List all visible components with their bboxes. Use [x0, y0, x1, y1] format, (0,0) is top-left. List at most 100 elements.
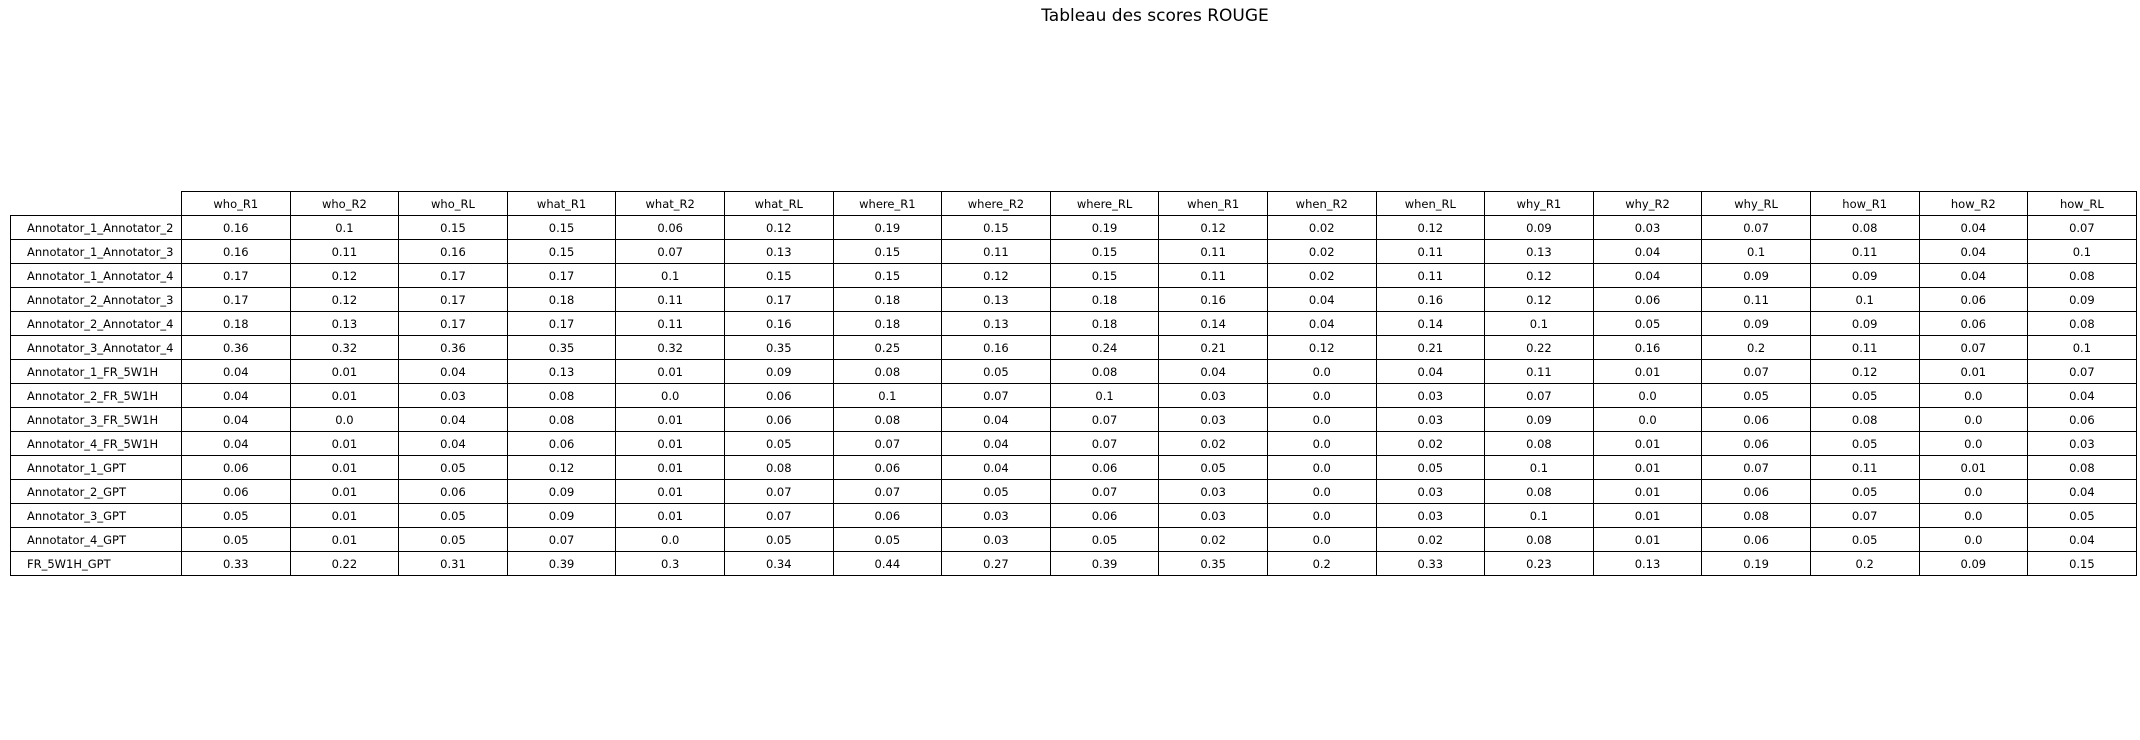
table-cell: 0.36 — [398, 335, 508, 360]
table-cell: 0.05 — [1809, 431, 1920, 456]
table-cell: 0.03 — [1375, 503, 1486, 528]
table-cell: 0.03 — [398, 383, 508, 408]
table-cell: 0.03 — [1158, 383, 1268, 408]
table-cell: 0.05 — [1809, 527, 1920, 552]
row-label: Annotator_2_Annotator_3 — [10, 287, 182, 312]
table-cell: 0.11 — [615, 287, 725, 312]
table-cell: 0.1 — [1701, 239, 1811, 264]
column-header: how_R1 — [1809, 191, 1920, 216]
table-cell: 0.01 — [615, 359, 725, 384]
table-cell: 0.03 — [1158, 479, 1268, 504]
table-cell: 0.01 — [615, 455, 725, 480]
table-cell: 0.18 — [181, 311, 291, 336]
row-label: Annotator_2_FR_5W1H — [10, 383, 182, 408]
table-cell: 0.16 — [398, 239, 508, 264]
table-cell: 0.12 — [289, 287, 400, 312]
table-cell: 0.05 — [1809, 479, 1920, 504]
table-cell: 0.09 — [1809, 311, 1920, 336]
table-cell: 0.14 — [1375, 311, 1486, 336]
table-cell: 0.03 — [1158, 407, 1268, 432]
table-cell: 0.32 — [289, 335, 400, 360]
table-cell: 0.17 — [506, 311, 617, 336]
table-cell: 0.39 — [506, 551, 617, 576]
table-cell: 0.03 — [1375, 479, 1486, 504]
table-cell: 0.44 — [832, 551, 943, 576]
table-cell: 0.11 — [1701, 287, 1811, 312]
table-cell: 0.09 — [1809, 263, 1920, 288]
table-cell: 0.06 — [615, 215, 725, 240]
table-cell: 0.39 — [1049, 551, 1160, 576]
table-cell: 0.13 — [723, 239, 834, 264]
table-cell: 0.0 — [1266, 431, 1377, 456]
table-row: Annotator_1_Annotator_4 0.17 0.12 0.17 0.17 0… — [10, 263, 2137, 288]
table-cell: 0.12 — [723, 215, 834, 240]
table-cell: 0.04 — [1266, 287, 1377, 312]
table-cell: 0.1 — [1484, 311, 1594, 336]
table-cell: 0.04 — [398, 359, 508, 384]
table-cell: 0.05 — [398, 455, 508, 480]
table-cell: 0.04 — [941, 431, 1051, 456]
table-cell: 0.12 — [941, 263, 1051, 288]
table-cell: 0.09 — [1701, 263, 1811, 288]
table-cell: 0.0 — [1266, 479, 1377, 504]
table-cell: 0.01 — [289, 503, 400, 528]
table-cell: 0.13 — [289, 311, 400, 336]
table-cell: 0.05 — [941, 479, 1051, 504]
table-cell: 0.17 — [398, 311, 508, 336]
table-cell: 0.11 — [1158, 263, 1268, 288]
table-cell: 0.06 — [506, 431, 617, 456]
table-cell: 0.15 — [506, 215, 617, 240]
table-cell: 0.06 — [1701, 407, 1811, 432]
table-row: Annotator_4_GPT 0.05 0.01 0.05 0.07 0.0 0.05 0.… — [10, 527, 2137, 552]
table-cell: 0.1 — [1484, 455, 1594, 480]
table-cell: 0.18 — [1049, 287, 1160, 312]
table-cell: 0.22 — [289, 551, 400, 576]
table-cell: 0.06 — [1592, 287, 1703, 312]
table-cell: 0.04 — [1266, 311, 1377, 336]
table-cell: 0.05 — [1809, 383, 1920, 408]
table-cell: 0.1 — [615, 263, 725, 288]
table-cell: 0.0 — [1592, 383, 1703, 408]
table-cell: 0.07 — [723, 503, 834, 528]
table-cell: 0.35 — [1158, 551, 1268, 576]
table-cell: 0.05 — [1701, 383, 1811, 408]
table-cell: 0.07 — [1701, 215, 1811, 240]
table-cell: 0.06 — [1701, 479, 1811, 504]
table-row: Annotator_2_FR_5W1H 0.04 0.01 0.03 0.08 0.0 0.… — [10, 383, 2137, 408]
table-cell: 0.15 — [941, 215, 1051, 240]
column-header: where_R2 — [941, 191, 1051, 216]
table-cell: 0.06 — [723, 407, 834, 432]
table-cell: 0.2 — [1266, 551, 1377, 576]
table-cell: 0.18 — [832, 311, 943, 336]
table-cell: 0.01 — [289, 479, 400, 504]
table-cell: 0.09 — [1701, 311, 1811, 336]
table-cell: 0.1 — [1049, 383, 1160, 408]
table-cell: 0.13 — [506, 359, 617, 384]
table-cell: 0.16 — [181, 215, 291, 240]
table-cell: 0.36 — [181, 335, 291, 360]
table-cell: 0.07 — [832, 479, 943, 504]
table-cell: 0.0 — [1918, 383, 2029, 408]
table-cell: 0.15 — [2027, 551, 2137, 576]
table-cell: 0.08 — [1049, 359, 1160, 384]
table-row: Annotator_1_Annotator_2 0.16 0.1 0.15 0.15 0.… — [10, 215, 2137, 240]
table-cell: 0.05 — [398, 503, 508, 528]
table-cell: 0.04 — [181, 407, 291, 432]
table-cell: 0.08 — [2027, 311, 2137, 336]
table-cell: 0.1 — [1484, 503, 1594, 528]
table-cell: 0.01 — [615, 431, 725, 456]
table-cell: 0.08 — [506, 407, 617, 432]
row-label: Annotator_4_FR_5W1H — [10, 431, 182, 456]
row-label: Annotator_2_GPT — [10, 479, 182, 504]
table-cell: 0.02 — [1266, 215, 1377, 240]
table-cell: 0.06 — [723, 383, 834, 408]
table-cell: 0.12 — [1266, 335, 1377, 360]
column-header: where_RL — [1049, 191, 1160, 216]
table-cell: 0.12 — [289, 263, 400, 288]
table-cell: 0.0 — [1266, 407, 1377, 432]
table-cell: 0.05 — [2027, 503, 2137, 528]
table-cell: 0.08 — [1701, 503, 1811, 528]
table-row: Annotator_2_Annotator_3 0.17 0.12 0.17 0.18 0… — [10, 287, 2137, 312]
table-cell: 0.12 — [1158, 215, 1268, 240]
table-cell: 0.27 — [941, 551, 1051, 576]
